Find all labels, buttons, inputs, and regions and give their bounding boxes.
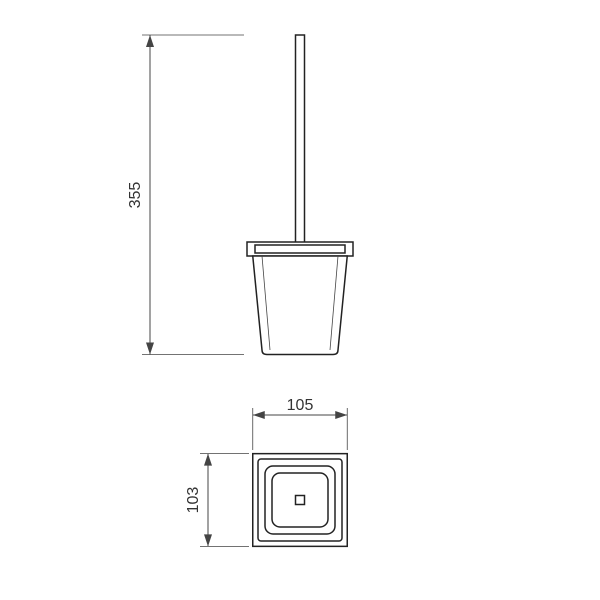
front-view: 355 — [127, 35, 353, 355]
dim-height: 355 — [127, 182, 144, 209]
top-view: 105 103 — [185, 397, 347, 546]
dim-top-width: 105 — [287, 397, 314, 414]
technical-drawing: 355 105 103 — [0, 0, 600, 600]
dim-top-depth: 103 — [185, 487, 202, 514]
